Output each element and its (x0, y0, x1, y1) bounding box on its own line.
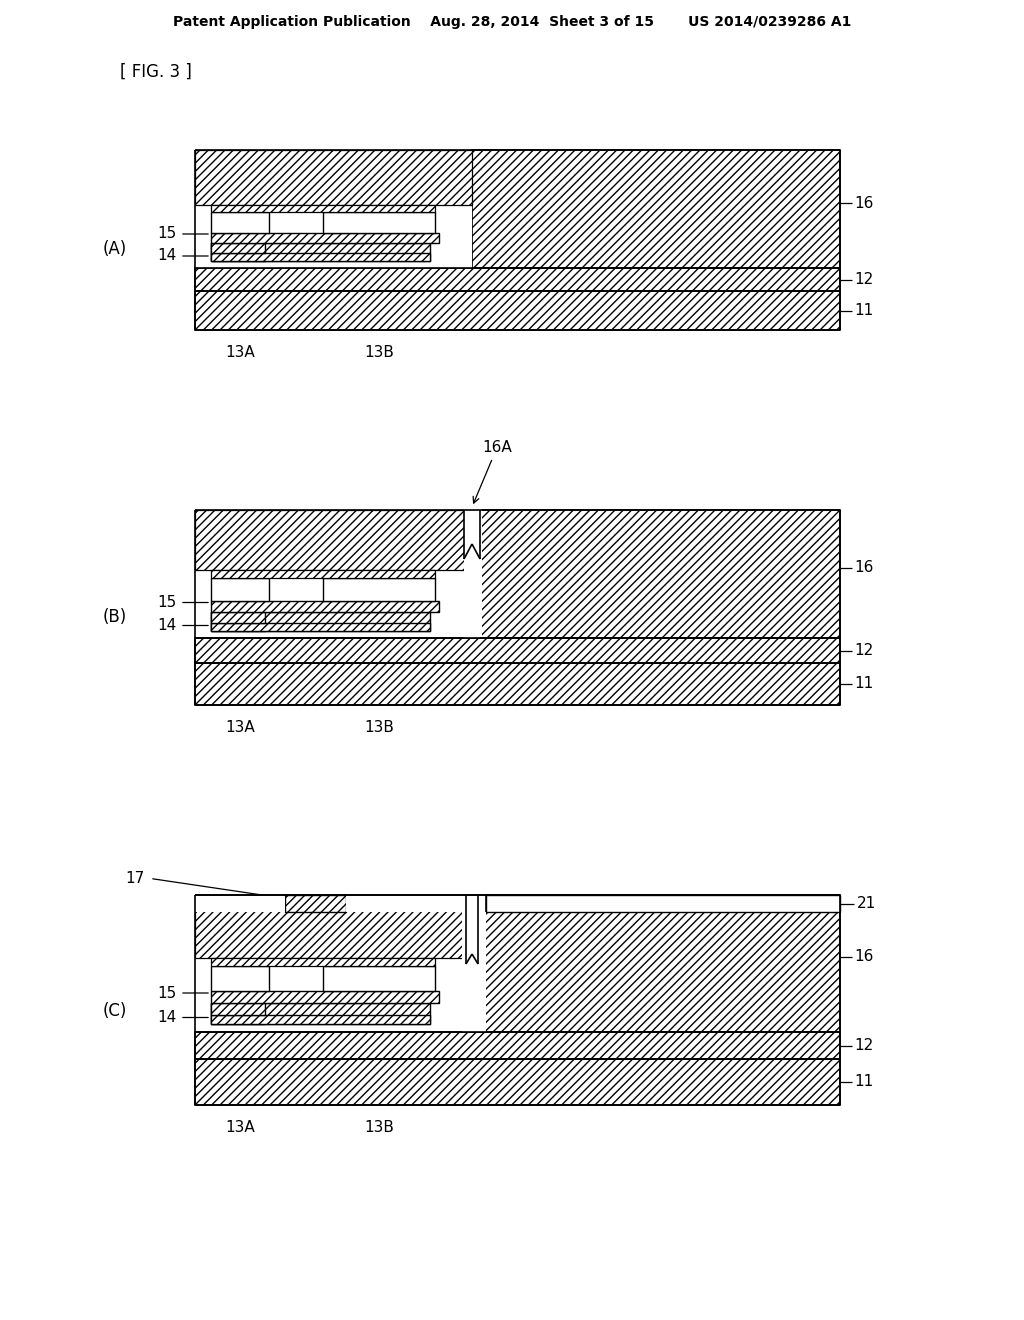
Text: 15: 15 (158, 227, 177, 242)
Bar (211, 578, 269, 601)
Text: (A): (A) (102, 240, 127, 257)
Bar (323, 578, 435, 601)
Text: 16: 16 (854, 949, 873, 964)
Text: 12: 12 (854, 643, 873, 657)
Bar (195, 150, 472, 205)
Bar (211, 612, 265, 623)
Bar (211, 570, 435, 578)
Text: 15: 15 (158, 986, 177, 1001)
Bar (211, 1003, 265, 1015)
Bar (211, 243, 265, 253)
Text: 13A: 13A (225, 345, 255, 360)
Text: 14: 14 (158, 1010, 177, 1026)
Bar (211, 1003, 265, 1024)
Bar (211, 243, 430, 261)
Text: 13B: 13B (365, 345, 394, 360)
Bar (211, 243, 265, 261)
Bar (211, 205, 435, 213)
Bar (195, 268, 840, 290)
Text: (C): (C) (102, 1002, 127, 1019)
Bar (323, 966, 435, 991)
Bar (462, 894, 486, 1032)
Bar (195, 290, 840, 330)
Bar (195, 510, 472, 638)
Bar (195, 663, 840, 705)
Text: 21: 21 (857, 896, 877, 911)
Text: 13A: 13A (225, 1119, 255, 1135)
Text: 11: 11 (854, 1074, 873, 1089)
Bar (211, 966, 269, 991)
Text: 14: 14 (158, 618, 177, 634)
Bar (211, 958, 435, 966)
Bar (195, 1032, 840, 1059)
Bar (211, 991, 439, 1003)
Bar (285, 895, 346, 912)
Bar (195, 510, 472, 570)
Text: 16: 16 (854, 560, 873, 576)
Text: 11: 11 (854, 676, 873, 692)
Text: [ FIG. 3 ]: [ FIG. 3 ] (120, 63, 191, 81)
Bar (211, 1003, 430, 1024)
Bar (195, 895, 472, 958)
Text: Patent Application Publication    Aug. 28, 2014  Sheet 3 of 15       US 2014/023: Patent Application Publication Aug. 28, … (173, 15, 851, 29)
Bar (195, 1059, 840, 1105)
Bar (195, 895, 472, 1032)
Bar (211, 213, 269, 234)
Text: (B): (B) (102, 609, 127, 626)
Bar (211, 1015, 430, 1024)
Bar (323, 213, 435, 234)
Text: 13A: 13A (225, 719, 255, 735)
Bar (464, 508, 482, 638)
Text: 12: 12 (854, 272, 873, 286)
Text: 11: 11 (854, 304, 873, 318)
Text: 17: 17 (126, 871, 145, 886)
Bar (211, 253, 430, 261)
Text: 16: 16 (854, 195, 873, 211)
Text: 12: 12 (854, 1038, 873, 1053)
Text: 15: 15 (158, 595, 177, 610)
Bar (486, 895, 840, 912)
Text: 16A: 16A (473, 440, 512, 503)
Text: 13B: 13B (365, 1119, 394, 1135)
Bar (472, 510, 840, 638)
Bar (211, 234, 439, 243)
Bar (211, 623, 430, 631)
Bar (195, 150, 472, 268)
Bar (195, 638, 840, 663)
Bar (472, 895, 840, 1032)
Bar (211, 612, 430, 631)
Bar (472, 150, 840, 268)
Bar (346, 895, 464, 912)
Text: 13B: 13B (365, 719, 394, 735)
Bar (211, 601, 439, 612)
Text: 14: 14 (158, 248, 177, 264)
Bar (195, 895, 285, 912)
Bar (211, 612, 265, 631)
